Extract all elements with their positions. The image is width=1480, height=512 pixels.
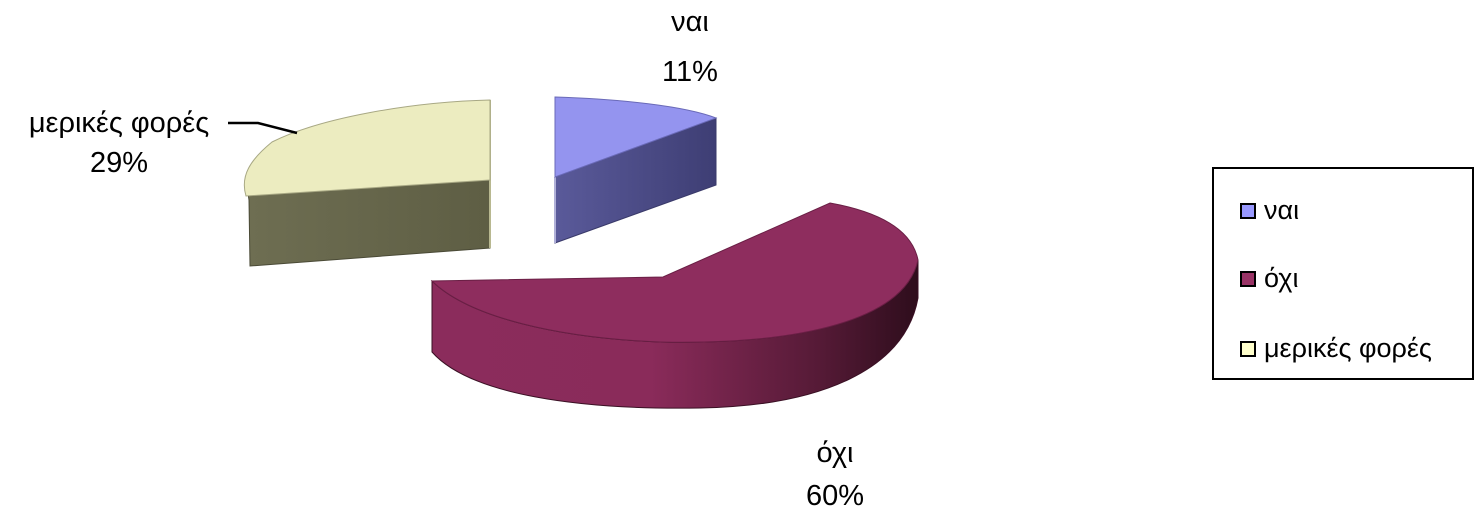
slice-merikes-fores <box>243 99 491 267</box>
slice-oxi <box>430 202 919 409</box>
legend-item-merikes-fores: μερικές φορές <box>1240 333 1432 364</box>
label-merikes-fores-name: μερικές φορές <box>29 107 209 139</box>
legend-item-nai: ναι <box>1240 195 1299 226</box>
leader-line-merikes-fores <box>228 121 298 135</box>
label-oxi-value: 60% <box>806 480 864 512</box>
legend-label-merikes-fores: μερικές φορές <box>1264 333 1432 363</box>
label-oxi-name: όχι <box>816 437 853 469</box>
legend-label-oxi: όχι <box>1264 263 1299 293</box>
legend-swatch-nai <box>1240 202 1256 219</box>
legend-swatch-oxi <box>1240 270 1256 287</box>
legend-label-nai: ναι <box>1264 195 1300 225</box>
label-nai-value: 11% <box>662 56 718 88</box>
legend: ναι όχι μερικές φορές <box>1212 167 1474 380</box>
label-merikes-fores-value: 29% <box>90 147 148 179</box>
label-nai-name: ναι <box>671 6 709 38</box>
slice-nai <box>554 96 718 244</box>
legend-swatch-merikes-fores <box>1240 340 1256 357</box>
legend-item-oxi: όχι <box>1240 263 1298 294</box>
